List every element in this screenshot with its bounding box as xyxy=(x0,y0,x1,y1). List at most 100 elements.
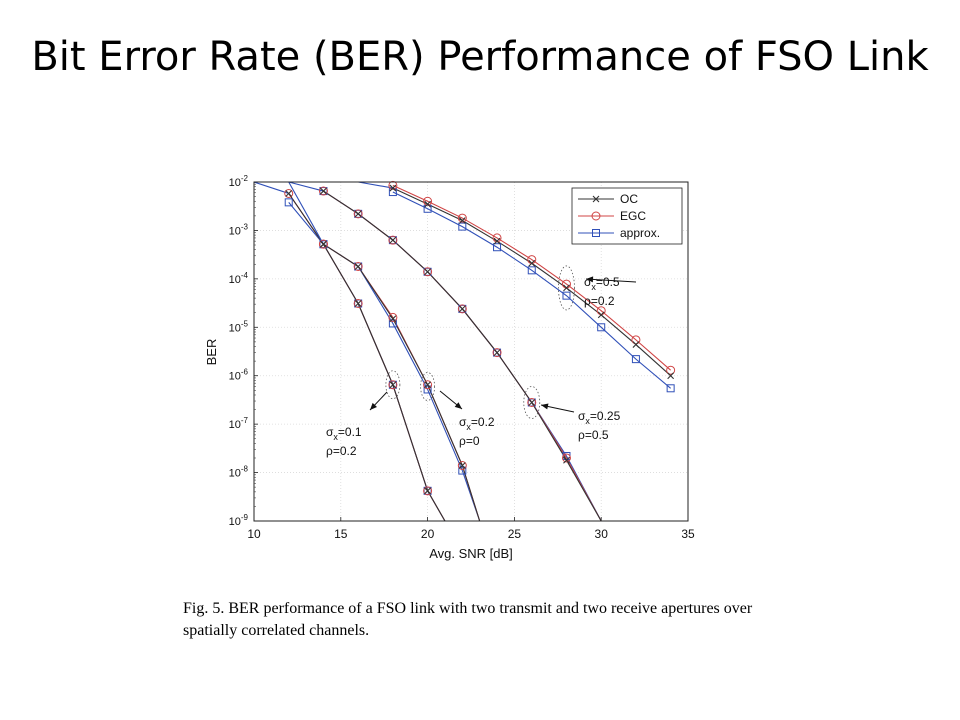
x-tick-label: 25 xyxy=(508,527,522,541)
y-tick-label: 10-3 xyxy=(229,222,249,237)
egc-marker xyxy=(388,235,398,245)
legend-label-circle: EGC xyxy=(620,209,646,223)
approx-curve-line xyxy=(392,191,671,389)
approx-marker xyxy=(458,466,467,475)
plot-frame xyxy=(253,181,689,522)
egc-marker xyxy=(666,365,676,375)
oc-curve-line xyxy=(323,243,481,522)
oc-marker xyxy=(320,240,327,248)
oc-marker xyxy=(320,187,327,195)
egc-marker xyxy=(423,380,433,390)
curve-group-ellipse xyxy=(420,372,436,401)
y-tick-label: 10-6 xyxy=(229,368,249,383)
oc-marker xyxy=(389,184,397,192)
oc-marker xyxy=(424,381,431,389)
oc-marker xyxy=(458,305,466,313)
legend-marker-circle xyxy=(591,211,601,221)
curve-group-ellipse xyxy=(523,386,541,419)
annotation-arrow-head xyxy=(370,402,377,410)
approx-marker xyxy=(527,266,536,275)
x-tick-label: 20 xyxy=(421,527,435,541)
egc-marker xyxy=(318,239,328,249)
x-tick-label: 15 xyxy=(334,527,348,541)
annotation-arrow xyxy=(585,278,637,283)
curve-lead-in xyxy=(288,181,324,245)
oc-marker xyxy=(528,259,536,267)
egc-marker xyxy=(457,213,467,223)
oc-marker xyxy=(493,349,501,356)
slide-title: Bit Error Rate (BER) Performance of FSO … xyxy=(31,34,929,80)
oc-marker xyxy=(493,237,501,245)
oc-marker xyxy=(424,268,431,276)
legend: OC EGC approx. xyxy=(571,187,683,245)
oc-marker xyxy=(667,372,675,380)
annotation-rho-0: ρ=0.2 xyxy=(326,444,357,458)
annotation-arrow-head xyxy=(454,402,462,409)
egc-marker xyxy=(423,486,433,496)
annotation-arrow-head xyxy=(586,276,594,283)
annotation-sigma-1: σx=0.2 xyxy=(459,415,495,432)
x-tick-label: 30 xyxy=(595,527,609,541)
approx-marker xyxy=(562,291,571,300)
x-axis-label: Avg. SNR [dB] xyxy=(429,546,513,561)
approx-curve-line xyxy=(323,243,481,522)
x-tick-label: 35 xyxy=(681,527,695,541)
annotation-rho-1: ρ=0 xyxy=(459,434,480,448)
egc-marker xyxy=(492,348,502,358)
egc-marker xyxy=(353,298,363,308)
legend-label-x: OC xyxy=(620,192,638,206)
egc-marker xyxy=(388,380,398,390)
oc-marker xyxy=(632,341,640,348)
egc-marker xyxy=(457,460,467,470)
figure-caption: Fig. 5. BER performance of a FSO link wi… xyxy=(183,600,753,639)
oc-marker xyxy=(389,236,397,244)
y-tick-label: 10-8 xyxy=(229,465,249,480)
egc-marker xyxy=(561,453,571,463)
egc-marker xyxy=(423,196,433,206)
oc-marker xyxy=(528,399,536,406)
x-tick-label: 10 xyxy=(247,527,261,541)
axis-ticks: 10 15 20 25 30 35 10-9 10-8 10-7 10-6 10-5 10-4 10-3… xyxy=(229,174,695,541)
oc-marker xyxy=(354,263,362,270)
approx-marker xyxy=(458,222,467,231)
curve-lead-in xyxy=(358,181,393,189)
y-axis-label: BER xyxy=(204,339,219,366)
oc-marker xyxy=(354,300,362,307)
y-tick-label: 10-5 xyxy=(229,319,249,334)
y-tick-label: 10-9 xyxy=(229,513,249,528)
oc-marker xyxy=(424,487,431,495)
annotation-rho-3: ρ=0.2 xyxy=(584,294,615,308)
approx-marker xyxy=(493,243,502,252)
egc-curve-line xyxy=(323,243,481,522)
oc-marker xyxy=(563,456,570,464)
oc-curve-line xyxy=(288,193,446,522)
legend-marker-x xyxy=(592,195,600,203)
egc-marker xyxy=(388,180,398,190)
annotations: σx=0.1 ρ=0.2 σx=0.2 ρ=0 σx=0.25 ρ=0.5 σx=0.5 ρ=… xyxy=(326,275,637,458)
legend-marker-square xyxy=(592,229,600,237)
annotation-sigma-2: σx=0.25 xyxy=(578,409,621,426)
oc-marker xyxy=(563,284,570,292)
egc-marker xyxy=(284,188,294,198)
egc-curve-line xyxy=(392,184,672,371)
annotation-arrow-head xyxy=(541,403,549,410)
annotation-sigma-3: σx=0.5 xyxy=(584,275,620,292)
egc-marker xyxy=(388,312,398,322)
egc-marker xyxy=(318,186,328,196)
approx-marker xyxy=(597,323,606,332)
approx-marker xyxy=(423,385,432,394)
egc-marker xyxy=(423,267,433,277)
annotation-rho-2: ρ=0.5 xyxy=(578,428,609,442)
annotation-sigma-0: σx=0.1 xyxy=(326,425,362,442)
legend-label-square: approx. xyxy=(620,226,660,240)
data-markers xyxy=(284,180,676,496)
egc-marker xyxy=(353,261,363,271)
oc-marker xyxy=(458,217,466,224)
oc-marker xyxy=(424,200,431,208)
oc-marker xyxy=(354,210,362,218)
oc-marker xyxy=(389,381,397,389)
curve-lead-in xyxy=(253,181,289,194)
oc-marker xyxy=(389,315,397,323)
y-tick-label: 10-2 xyxy=(229,174,249,189)
